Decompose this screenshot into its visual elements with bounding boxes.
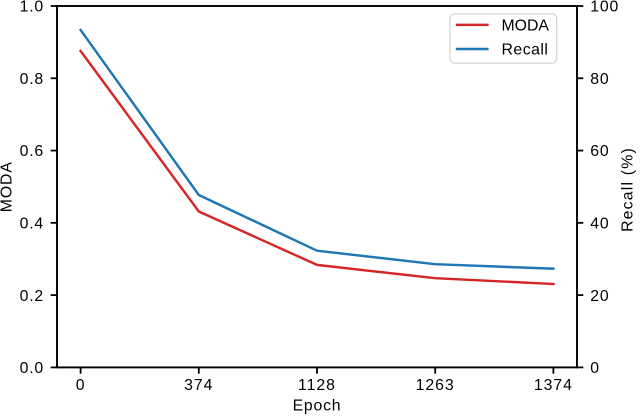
svg-text:60: 60 bbox=[590, 143, 609, 160]
svg-text:20: 20 bbox=[590, 288, 609, 305]
svg-text:0.6: 0.6 bbox=[20, 143, 44, 160]
svg-text:0: 0 bbox=[590, 360, 600, 377]
svg-text:Epoch: Epoch bbox=[293, 397, 342, 414]
svg-text:0.2: 0.2 bbox=[20, 288, 44, 305]
svg-text:Recall (%): Recall (%) bbox=[620, 147, 637, 232]
svg-text:1263: 1263 bbox=[416, 377, 455, 394]
svg-text:MODA: MODA bbox=[0, 161, 15, 212]
svg-text:80: 80 bbox=[590, 71, 609, 88]
svg-text:MODA: MODA bbox=[502, 18, 550, 35]
svg-text:100: 100 bbox=[590, 0, 619, 16]
svg-text:0: 0 bbox=[76, 377, 86, 394]
svg-text:1.0: 1.0 bbox=[20, 0, 44, 16]
svg-text:0.0: 0.0 bbox=[20, 360, 44, 377]
svg-text:1128: 1128 bbox=[298, 377, 336, 394]
svg-text:1374: 1374 bbox=[534, 377, 573, 394]
svg-text:374: 374 bbox=[184, 377, 213, 394]
svg-text:Recall: Recall bbox=[502, 42, 549, 59]
svg-text:0.8: 0.8 bbox=[20, 71, 44, 88]
svg-text:0.4: 0.4 bbox=[20, 215, 44, 232]
svg-text:40: 40 bbox=[590, 215, 609, 232]
